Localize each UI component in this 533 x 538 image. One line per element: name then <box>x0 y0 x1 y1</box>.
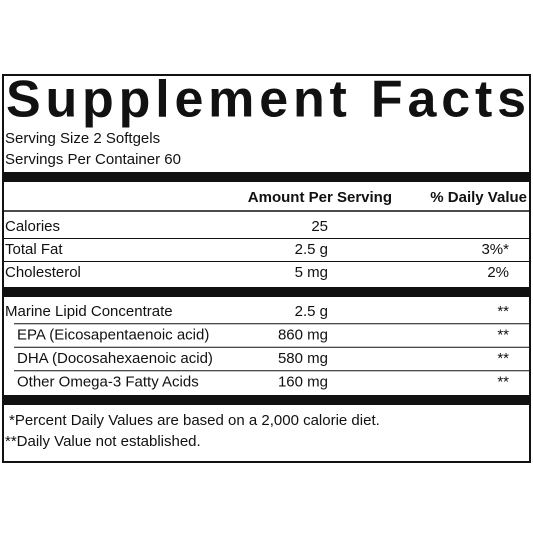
thick-rule <box>3 287 530 297</box>
row-amount: 160 mg <box>278 373 328 390</box>
row-name: Other Omega-3 Fatty Acids <box>17 373 199 390</box>
footnote: *Percent Daily Values are based on a 2,0… <box>9 412 380 429</box>
row-name: Marine Lipid Concentrate <box>5 303 173 320</box>
title: Supplement Facts <box>6 71 526 129</box>
column-header: % Daily Value <box>430 189 527 206</box>
row-amount: 25 <box>311 218 328 235</box>
column-header: Amount Per Serving <box>248 189 392 206</box>
row-amount: 2.5 g <box>295 303 328 320</box>
row-daily-value: ** <box>497 350 509 367</box>
serving-size: Serving Size 2 Softgels <box>5 130 160 147</box>
row-amount: 2.5 g <box>295 241 328 258</box>
label-border <box>2 74 531 463</box>
row-name: EPA (Eicosapentaenoic acid) <box>17 326 209 343</box>
row-daily-value: ** <box>497 303 509 320</box>
row-daily-value: 3%* <box>481 241 509 258</box>
row-amount: 5 mg <box>295 264 328 281</box>
thick-rule <box>3 172 530 182</box>
thick-rule <box>3 395 530 405</box>
servings-per-container: Servings Per Container 60 <box>5 151 181 168</box>
row-name: Total Fat <box>5 241 63 258</box>
row-amount: 580 mg <box>278 350 328 367</box>
footnote: **Daily Value not established. <box>5 433 201 450</box>
row-name: Cholesterol <box>5 264 81 281</box>
row-amount: 860 mg <box>278 326 328 343</box>
row-name: Calories <box>5 218 60 235</box>
row-name: DHA (Docosahexaenoic acid) <box>17 350 213 367</box>
row-daily-value: ** <box>497 373 509 390</box>
row-daily-value: ** <box>497 326 509 343</box>
row-daily-value: 2% <box>487 264 509 281</box>
